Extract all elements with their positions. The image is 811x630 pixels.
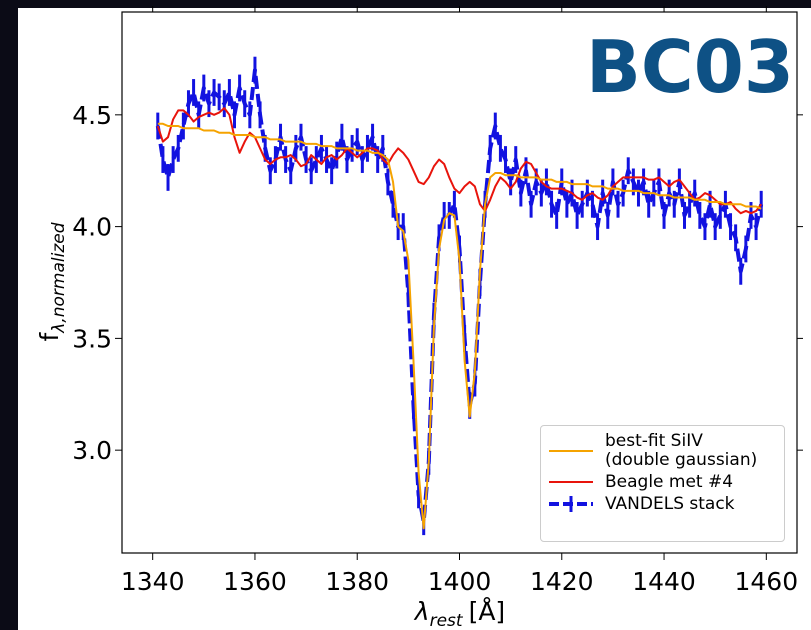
y-tick-label: 4.5 — [72, 101, 112, 130]
legend-label: VANDELS stack — [605, 493, 735, 514]
y-axis-label: fλ,normalized — [35, 222, 69, 341]
series-line — [157, 122, 762, 530]
x-tick-label: 1460 — [735, 567, 799, 596]
x-label-unit: [Å] — [469, 597, 506, 626]
x-tick-label: 1360 — [223, 567, 287, 596]
y-tick-label: 4.0 — [72, 213, 112, 242]
legend-label: best-fit SiIV (double gaussian) — [605, 431, 758, 470]
plot-area — [155, 56, 764, 536]
y-tick-label: 3.0 — [72, 436, 112, 465]
legend-entry: Beagle met #4 — [547, 472, 778, 492]
legend-swatch — [549, 450, 593, 452]
x-tick-label: 1380 — [325, 567, 389, 596]
x-label-sub: rest — [430, 611, 464, 630]
x-tick-label: 1420 — [530, 567, 594, 596]
x-tick-label: 1340 — [121, 567, 185, 596]
annotation: BC03 — [586, 25, 794, 109]
legend-entry: VANDELS stack — [547, 494, 778, 514]
y-label-sub: λ,normalized — [49, 222, 69, 333]
y-label-symbol: f — [35, 332, 64, 342]
series-line — [156, 107, 762, 215]
legend-swatch — [549, 496, 593, 512]
legend-entry: best-fit SiIV (double gaussian) — [547, 432, 778, 470]
legend-swatch — [549, 481, 593, 483]
y-tick-label: 3.5 — [72, 324, 112, 353]
x-label-symbol: λ — [413, 597, 430, 626]
x-tick-label: 1400 — [428, 567, 492, 596]
legend: best-fit SiIV (double gaussian) Beagle me… — [540, 425, 785, 542]
x-axis-label: λrest [Å] — [413, 597, 505, 630]
series-line — [155, 68, 764, 524]
legend-label: Beagle met #4 — [605, 471, 734, 492]
x-tick-label: 1440 — [632, 567, 696, 596]
